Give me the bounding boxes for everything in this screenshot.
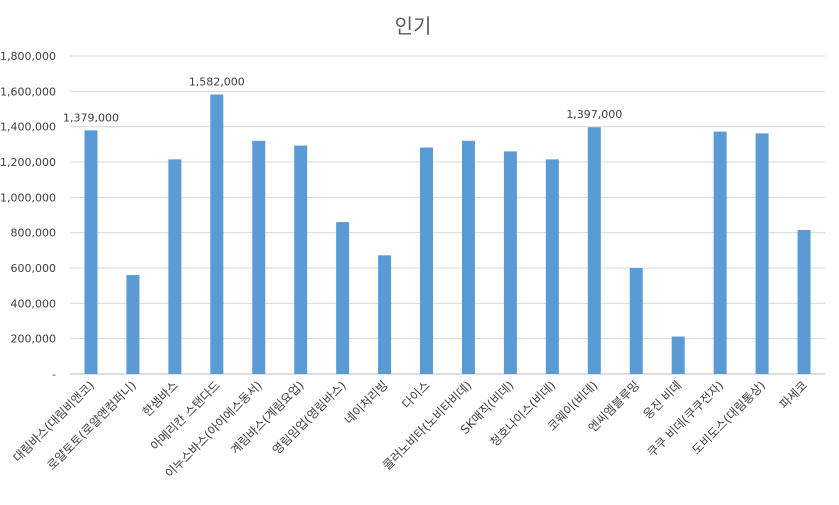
x-tick-label: 파세코 xyxy=(777,378,810,411)
bar xyxy=(252,140,266,374)
x-tick-label: 한샘바스 xyxy=(140,378,181,419)
bar xyxy=(126,275,140,374)
y-tick-label: 400,000 xyxy=(11,297,57,310)
bar xyxy=(713,131,727,374)
x-tick-label: 영림임업(영림바스) xyxy=(270,378,349,457)
bar xyxy=(168,159,182,374)
bar xyxy=(587,127,601,375)
x-tick-label: 계림바스(계림요업) xyxy=(228,378,307,457)
x-tick-label: 대림바스(대림비앤코) xyxy=(10,378,97,465)
y-tick-label: 1,800,000 xyxy=(0,50,56,63)
bar xyxy=(461,140,475,374)
bars xyxy=(84,94,811,375)
bar xyxy=(629,268,643,374)
chart-title: 인기 xyxy=(395,14,432,38)
y-tick-label: 800,000 xyxy=(11,227,57,240)
bar xyxy=(797,230,811,374)
x-tick-label: 다이스 xyxy=(399,378,432,411)
data-label: 1,582,000 xyxy=(189,76,245,89)
bar xyxy=(755,133,769,374)
y-tick-label: 1,400,000 xyxy=(0,121,56,134)
bar xyxy=(378,255,392,374)
y-tick-label: 600,000 xyxy=(11,262,57,275)
x-tick-label: 네이처리빙 xyxy=(342,378,391,427)
x-tick-label: 쿠쿠 비데(쿠쿠전자) xyxy=(645,378,727,460)
bar xyxy=(210,94,224,374)
bar xyxy=(545,159,559,374)
data-label: 1,397,000 xyxy=(566,108,622,121)
y-tick-label: 1,200,000 xyxy=(0,156,56,169)
bar xyxy=(84,130,98,374)
y-tick-label: 200,000 xyxy=(11,333,57,346)
x-tick-label: 도비도스(대림통상) xyxy=(689,378,768,457)
bar xyxy=(503,151,517,374)
data-label: 1,379,000 xyxy=(63,111,119,124)
gridlines xyxy=(70,55,825,375)
bar xyxy=(671,336,685,374)
y-tick-label: 1,000,000 xyxy=(0,191,56,204)
bar xyxy=(420,147,434,374)
y-tick-label: 1,600,000 xyxy=(0,85,56,98)
bar xyxy=(336,222,350,374)
bar xyxy=(294,145,308,374)
y-axis-tick-labels: - 200,000 400,000 600,000 800,000 1,000,000 1,… xyxy=(0,50,56,381)
y-tick-label: - xyxy=(52,368,56,381)
data-labels: 1,379,000 1,582,000 1,397,000 xyxy=(63,76,622,125)
